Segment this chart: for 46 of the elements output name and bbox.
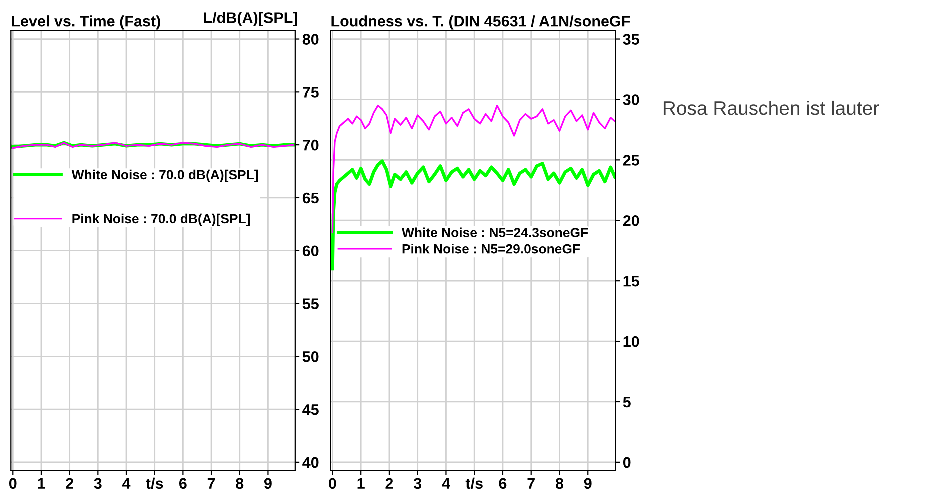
x-tick-label: 6 [499, 478, 507, 489]
chart-title: Level vs. Time (Fast) [12, 16, 160, 30]
x-tick-label: 2 [66, 478, 74, 489]
x-tick-label: 1 [38, 478, 46, 489]
legend-label: White Noise : N5=24.3soneGF [402, 228, 588, 238]
x-tick-label: 9 [584, 478, 592, 489]
line-series [331, 160, 616, 271]
text: Rosa Rauschen ist lauter [664, 100, 880, 116]
y-tick-label: 40 [302, 457, 319, 468]
x-tick-label: t/s [146, 478, 164, 489]
x-tick-label: 0 [9, 478, 17, 489]
y-tick-label: 0 [623, 457, 631, 468]
y-tick-label: 70 [303, 140, 319, 151]
y-tick-label: 75 [303, 87, 319, 98]
y-tick-label: 55 [302, 298, 319, 310]
x-tick-label: 6 [179, 478, 187, 489]
y-tick-label: 35 [623, 34, 640, 45]
y-tick-label: 20 [623, 216, 640, 226]
x-tick-label: 8 [556, 478, 564, 489]
y-tick-label: 45 [302, 404, 319, 416]
x-tick-label: t/s [466, 478, 483, 489]
y-tick-label: 25 [623, 155, 640, 166]
legend-label: Pink Noise : N5=29.0soneGF [402, 244, 580, 254]
x-tick-label: 4 [122, 478, 131, 489]
y-tick-label: 50 [302, 352, 319, 362]
x-tick-label: 7 [208, 478, 216, 489]
chart-title: Loudness vs. T. (DIN 45631 / A1N/soneGF [332, 16, 630, 30]
y-tick-label: 10 [624, 336, 640, 348]
x-tick-label: 1 [358, 478, 365, 489]
y-tick-label: 15 [624, 276, 640, 287]
x-tick-label: 2 [386, 478, 394, 489]
x-tick-label: 3 [94, 478, 102, 489]
x-tick-label: 9 [264, 478, 272, 489]
y-tick-label: 65 [302, 192, 319, 204]
legend-label: Pink Noise : 70.0 dB(A)[SPL] [72, 214, 250, 226]
y-tick-label: 80 [302, 34, 319, 45]
x-tick-label: 3 [414, 478, 422, 489]
y-tick-label: 60 [302, 246, 319, 257]
y-axis-title: L/dB(A)[SPL] [204, 12, 298, 26]
y-tick-label: 5 [623, 397, 631, 408]
x-tick-label: 4 [442, 478, 450, 489]
x-tick-label: 8 [236, 478, 244, 489]
legend-label: White Noise : 70.0 dB(A)[SPL] [72, 170, 258, 182]
x-tick-label: 0 [329, 478, 336, 489]
x-tick-label: 7 [528, 478, 535, 489]
y-tick-label: 30 [623, 94, 640, 106]
